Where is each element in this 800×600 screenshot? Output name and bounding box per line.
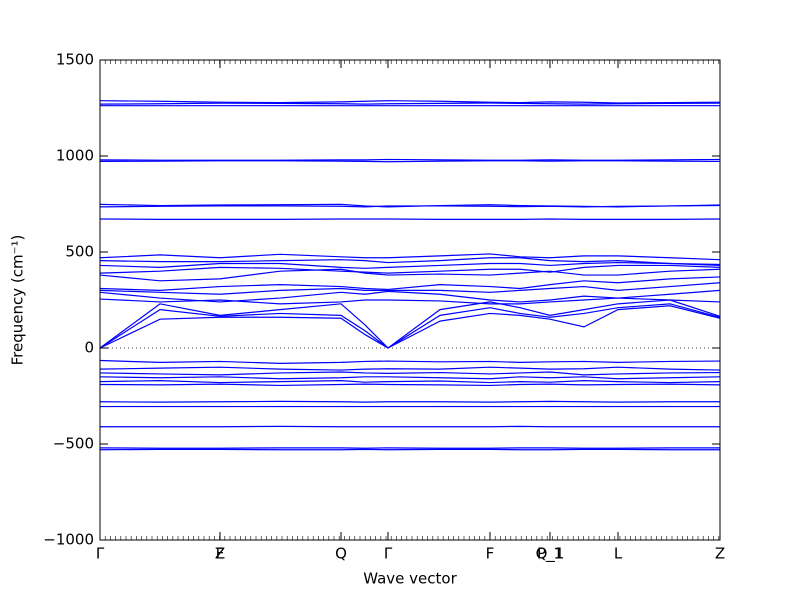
band-line: [99, 160, 721, 163]
band-line: [99, 380, 721, 384]
band-line: [99, 261, 721, 269]
x-axis-label: Wave vector: [363, 570, 457, 588]
band-line: [99, 264, 721, 274]
x-tick-label: L: [614, 545, 623, 563]
band-line: [99, 282, 721, 295]
band-line: [99, 376, 721, 380]
x-tick-label: Q_1: [536, 545, 565, 564]
band-line: [99, 158, 721, 161]
band-line: [99, 366, 721, 371]
band-line: [99, 268, 721, 282]
x-tick-label: F: [486, 545, 495, 563]
band-line: [99, 253, 721, 261]
x-tick-label: Γ: [384, 545, 393, 563]
y-tick-label: −500: [53, 435, 94, 453]
plot-frame: [99, 59, 721, 541]
x-tick-label: Z: [715, 545, 725, 563]
y-tick-label: −1000: [43, 531, 94, 549]
y-tick-label: 0: [84, 339, 94, 357]
band-line: [99, 297, 721, 305]
band-line: [99, 371, 721, 376]
x-tick-label: Z: [215, 545, 225, 563]
y-tick-label: 1500: [56, 51, 94, 69]
band-line: [99, 289, 721, 303]
band-line: [99, 276, 721, 292]
band-line: [99, 305, 721, 349]
y-tick-label: 1000: [56, 147, 94, 165]
y-tick-label: 500: [65, 243, 94, 261]
x-tick-label: F: [216, 545, 225, 563]
band-line: [99, 303, 721, 349]
band-line: [99, 204, 721, 208]
band-line: [99, 299, 721, 349]
band-line: [99, 100, 721, 104]
band-line: [99, 102, 721, 105]
band-line: [99, 257, 721, 267]
x-tick-label: P_1: [537, 545, 563, 564]
x-tick-label: Q: [335, 545, 347, 563]
x-tick-label: Γ: [96, 545, 105, 563]
y-axis-label: Frequency (cm⁻¹): [9, 235, 27, 366]
band-line: [99, 383, 721, 387]
band-line: [99, 400, 720, 403]
band-line: [99, 359, 721, 364]
